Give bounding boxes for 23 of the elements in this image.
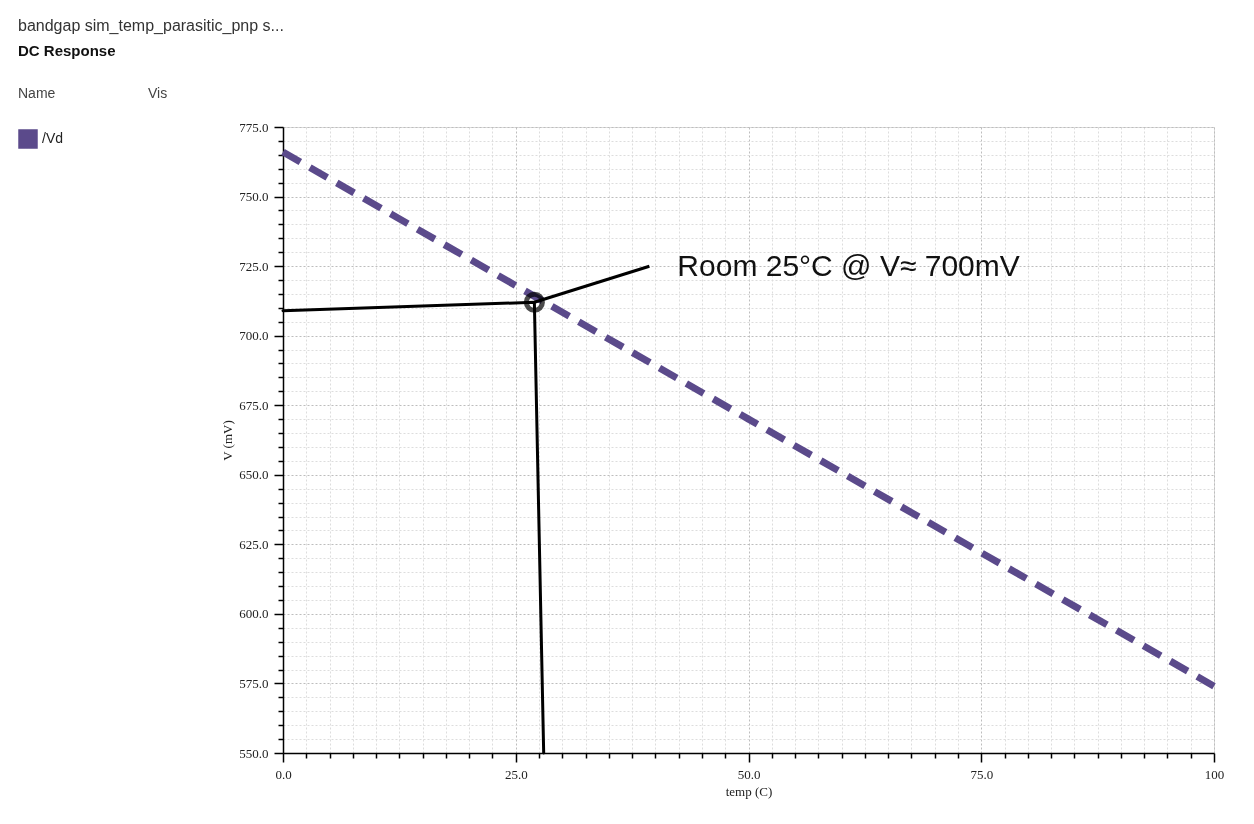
annotation: Room 25°C @ V≈ 700mV: [677, 249, 1020, 283]
x-tick-label: 100: [1204, 766, 1225, 782]
x-tick-label: 50.0: [737, 766, 761, 782]
legend-title: Name: [18, 85, 56, 101]
y-tick-label: 750.0: [239, 189, 269, 205]
x-tick-label: 75.0: [970, 766, 994, 782]
y-tick-label: 650.0: [239, 467, 269, 483]
y-tick-label: 550.0: [239, 745, 269, 761]
y-tick-label: 575.0: [239, 675, 269, 691]
x-axis-title: temp (C): [725, 783, 773, 799]
y-tick-label: 700.0: [239, 328, 269, 344]
y-tick-label: 675.0: [239, 397, 269, 413]
text: Vis: [148, 85, 168, 101]
y-axis-title: V (mV): [220, 420, 236, 461]
y-tick-label: 625.0: [239, 536, 269, 552]
legend-label: /Vd: [42, 130, 64, 146]
text: DC Response: [18, 42, 116, 59]
y-tick-label: 600.0: [239, 606, 269, 622]
x-tick-label: 0.0: [275, 766, 292, 782]
y-tick-label: 775.0: [239, 119, 269, 135]
x-tick-label: 25.0: [504, 766, 528, 782]
text: bandgap sim_temp_parasitic_pnp s...: [18, 17, 284, 35]
y-tick-label: 725.0: [239, 258, 269, 274]
